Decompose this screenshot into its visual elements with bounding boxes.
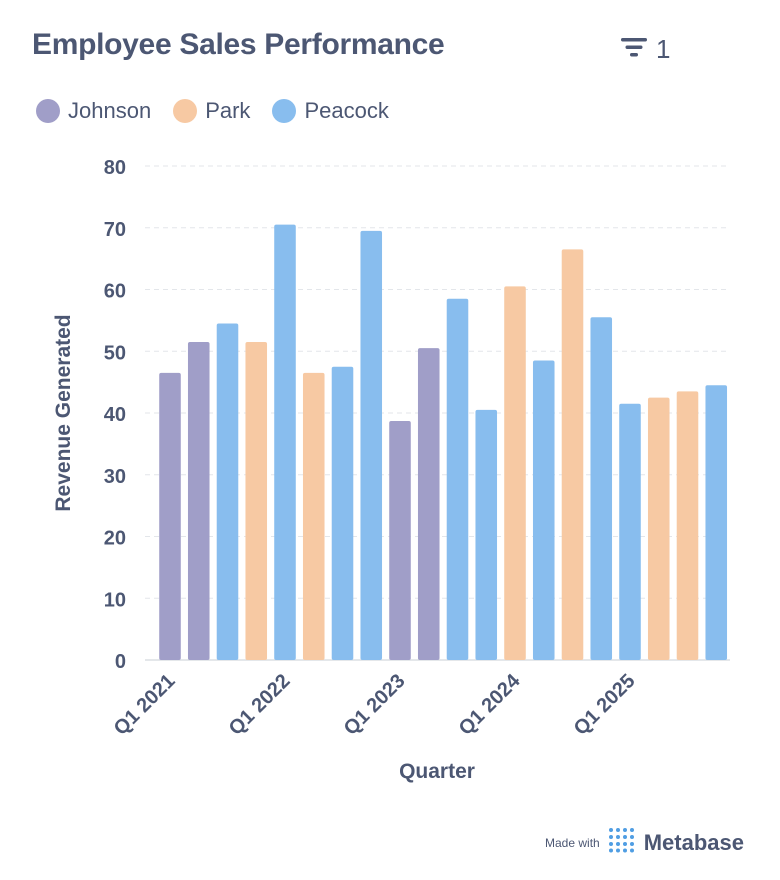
bar: [417, 348, 440, 660]
x-tick-label: Q1 2021: [110, 670, 180, 740]
y-tick-label: 60: [104, 281, 126, 303]
legend-item-peacock[interactable]: Peacock: [272, 98, 389, 124]
bar: [619, 403, 641, 660]
legend-swatch-johnson: [36, 99, 60, 123]
bar: [159, 372, 181, 660]
x-tick-label: Q1 2024: [455, 669, 525, 739]
y-tick-label: 10: [104, 589, 126, 611]
legend-swatch-park: [173, 99, 198, 123]
filter-button[interactable]: 1: [620, 34, 670, 65]
bar: [504, 286, 526, 660]
x-tick-label: Q1 2025: [570, 670, 640, 740]
bar: [245, 341, 268, 660]
bar: [705, 385, 728, 660]
filter-count: 1: [656, 34, 671, 64]
y-tick-label: 80: [104, 157, 126, 179]
y-tick-label: 0: [115, 651, 126, 673]
bar: [389, 421, 411, 660]
made-with-text: Made with: [545, 835, 600, 850]
legend-label-johnson: Johnson: [68, 98, 152, 123]
bar: [676, 391, 699, 660]
bar: [590, 317, 613, 660]
y-tick-label: 20: [104, 528, 126, 550]
metabase-logo-icon: [608, 827, 636, 858]
x-tick-label: Q1 2023: [340, 670, 410, 740]
bar: [331, 366, 354, 660]
bar: [475, 409, 498, 660]
y-tick-label: 40: [104, 404, 126, 426]
x-axis-title: Quarter: [399, 760, 475, 783]
y-tick-label: 30: [104, 466, 126, 488]
y-tick-label: 50: [104, 342, 126, 364]
bar: [446, 298, 469, 660]
x-tick-label: Q1 2022: [225, 670, 295, 740]
bar: [360, 230, 383, 660]
footer: Made with Metabase: [545, 827, 744, 858]
legend: Johnson Park Peacock: [36, 98, 389, 124]
legend-item-johnson[interactable]: Johnson: [36, 98, 151, 124]
y-tick-label: 70: [104, 219, 126, 241]
y-axis-title: Revenue Generated: [52, 314, 75, 511]
bar: [274, 224, 296, 660]
legend-swatch-peacock: [272, 99, 297, 123]
bar: [187, 341, 210, 660]
chart-title: Employee Sales Performance: [32, 28, 445, 61]
filter-icon: [620, 35, 648, 64]
bar: [302, 372, 325, 660]
bar: [532, 360, 555, 660]
bar: [561, 249, 584, 661]
legend-item-park[interactable]: Park: [173, 98, 250, 124]
bar: [216, 323, 239, 660]
legend-label-park: Park: [205, 98, 251, 123]
legend-label-peacock: Peacock: [304, 98, 389, 123]
bar: [647, 397, 670, 660]
metabase-brand: Metabase: [643, 829, 744, 855]
